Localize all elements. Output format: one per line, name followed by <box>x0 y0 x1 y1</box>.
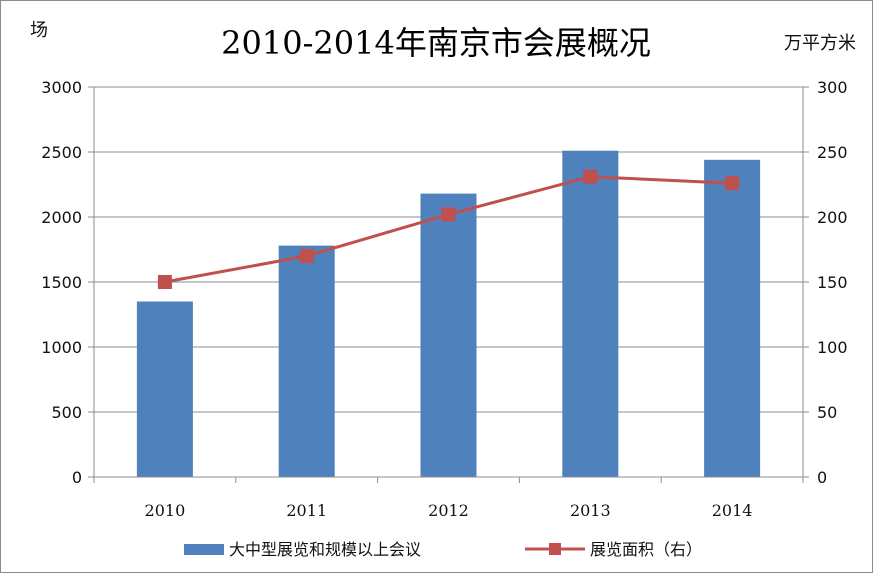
right-tick-label: 300 <box>817 78 848 97</box>
left-tick-label: 2000 <box>41 208 82 227</box>
left-tick-label: 2500 <box>41 143 82 162</box>
bar-2011 <box>278 245 335 477</box>
line-point-2012 <box>441 207 456 222</box>
right-axis-ticks: 0 50 100 150 200 250 300 <box>817 78 848 487</box>
right-tick-label: 250 <box>817 143 848 162</box>
chart-title: 2010-2014年南京市会展概况 <box>221 24 651 62</box>
bar-2010 <box>136 301 193 477</box>
axes <box>88 86 809 483</box>
x-tick-label: 2010 <box>145 501 186 520</box>
bar-2013 <box>562 150 619 477</box>
line-point-2010 <box>157 275 172 289</box>
left-tick-label: 500 <box>51 403 82 422</box>
right-tick-label: 0 <box>817 468 827 487</box>
bar-series <box>136 150 761 478</box>
bar-2014 <box>704 159 761 478</box>
x-tick-label: 2014 <box>712 501 753 520</box>
line-point-2014 <box>725 176 740 191</box>
x-tick-label: 2012 <box>428 501 469 520</box>
line-series <box>157 169 740 289</box>
legend: 大中型展览和规模以上会议 展览面积（右） <box>184 540 702 559</box>
right-axis-unit: 万平方米 <box>784 33 856 54</box>
legend-bar-swatch <box>184 544 224 555</box>
left-tick-label: 1500 <box>41 273 82 292</box>
right-tick-label: 200 <box>817 208 848 227</box>
left-tick-label: 1000 <box>41 338 82 357</box>
line-point-2011 <box>299 249 314 263</box>
right-tick-label: 150 <box>817 273 848 292</box>
legend-line-marker <box>549 543 561 555</box>
x-axis-ticks: 2010 2011 2012 2013 2014 <box>145 501 753 520</box>
right-tick-label: 100 <box>817 338 848 357</box>
left-tick-label: 3000 <box>41 78 82 97</box>
bar-2012 <box>420 193 477 477</box>
x-tick-label: 2013 <box>570 501 611 520</box>
legend-line-label: 展览面积（右） <box>590 540 702 559</box>
line-point-2013 <box>583 169 598 184</box>
right-tick-label: 50 <box>817 403 837 422</box>
left-axis-unit: 场 <box>30 20 48 41</box>
x-tick-label: 2011 <box>286 501 327 520</box>
left-tick-label: 0 <box>72 468 82 487</box>
left-axis-ticks: 0 500 1000 1500 2000 2500 3000 <box>41 78 82 487</box>
legend-bar-label: 大中型展览和规模以上会议 <box>229 540 421 559</box>
